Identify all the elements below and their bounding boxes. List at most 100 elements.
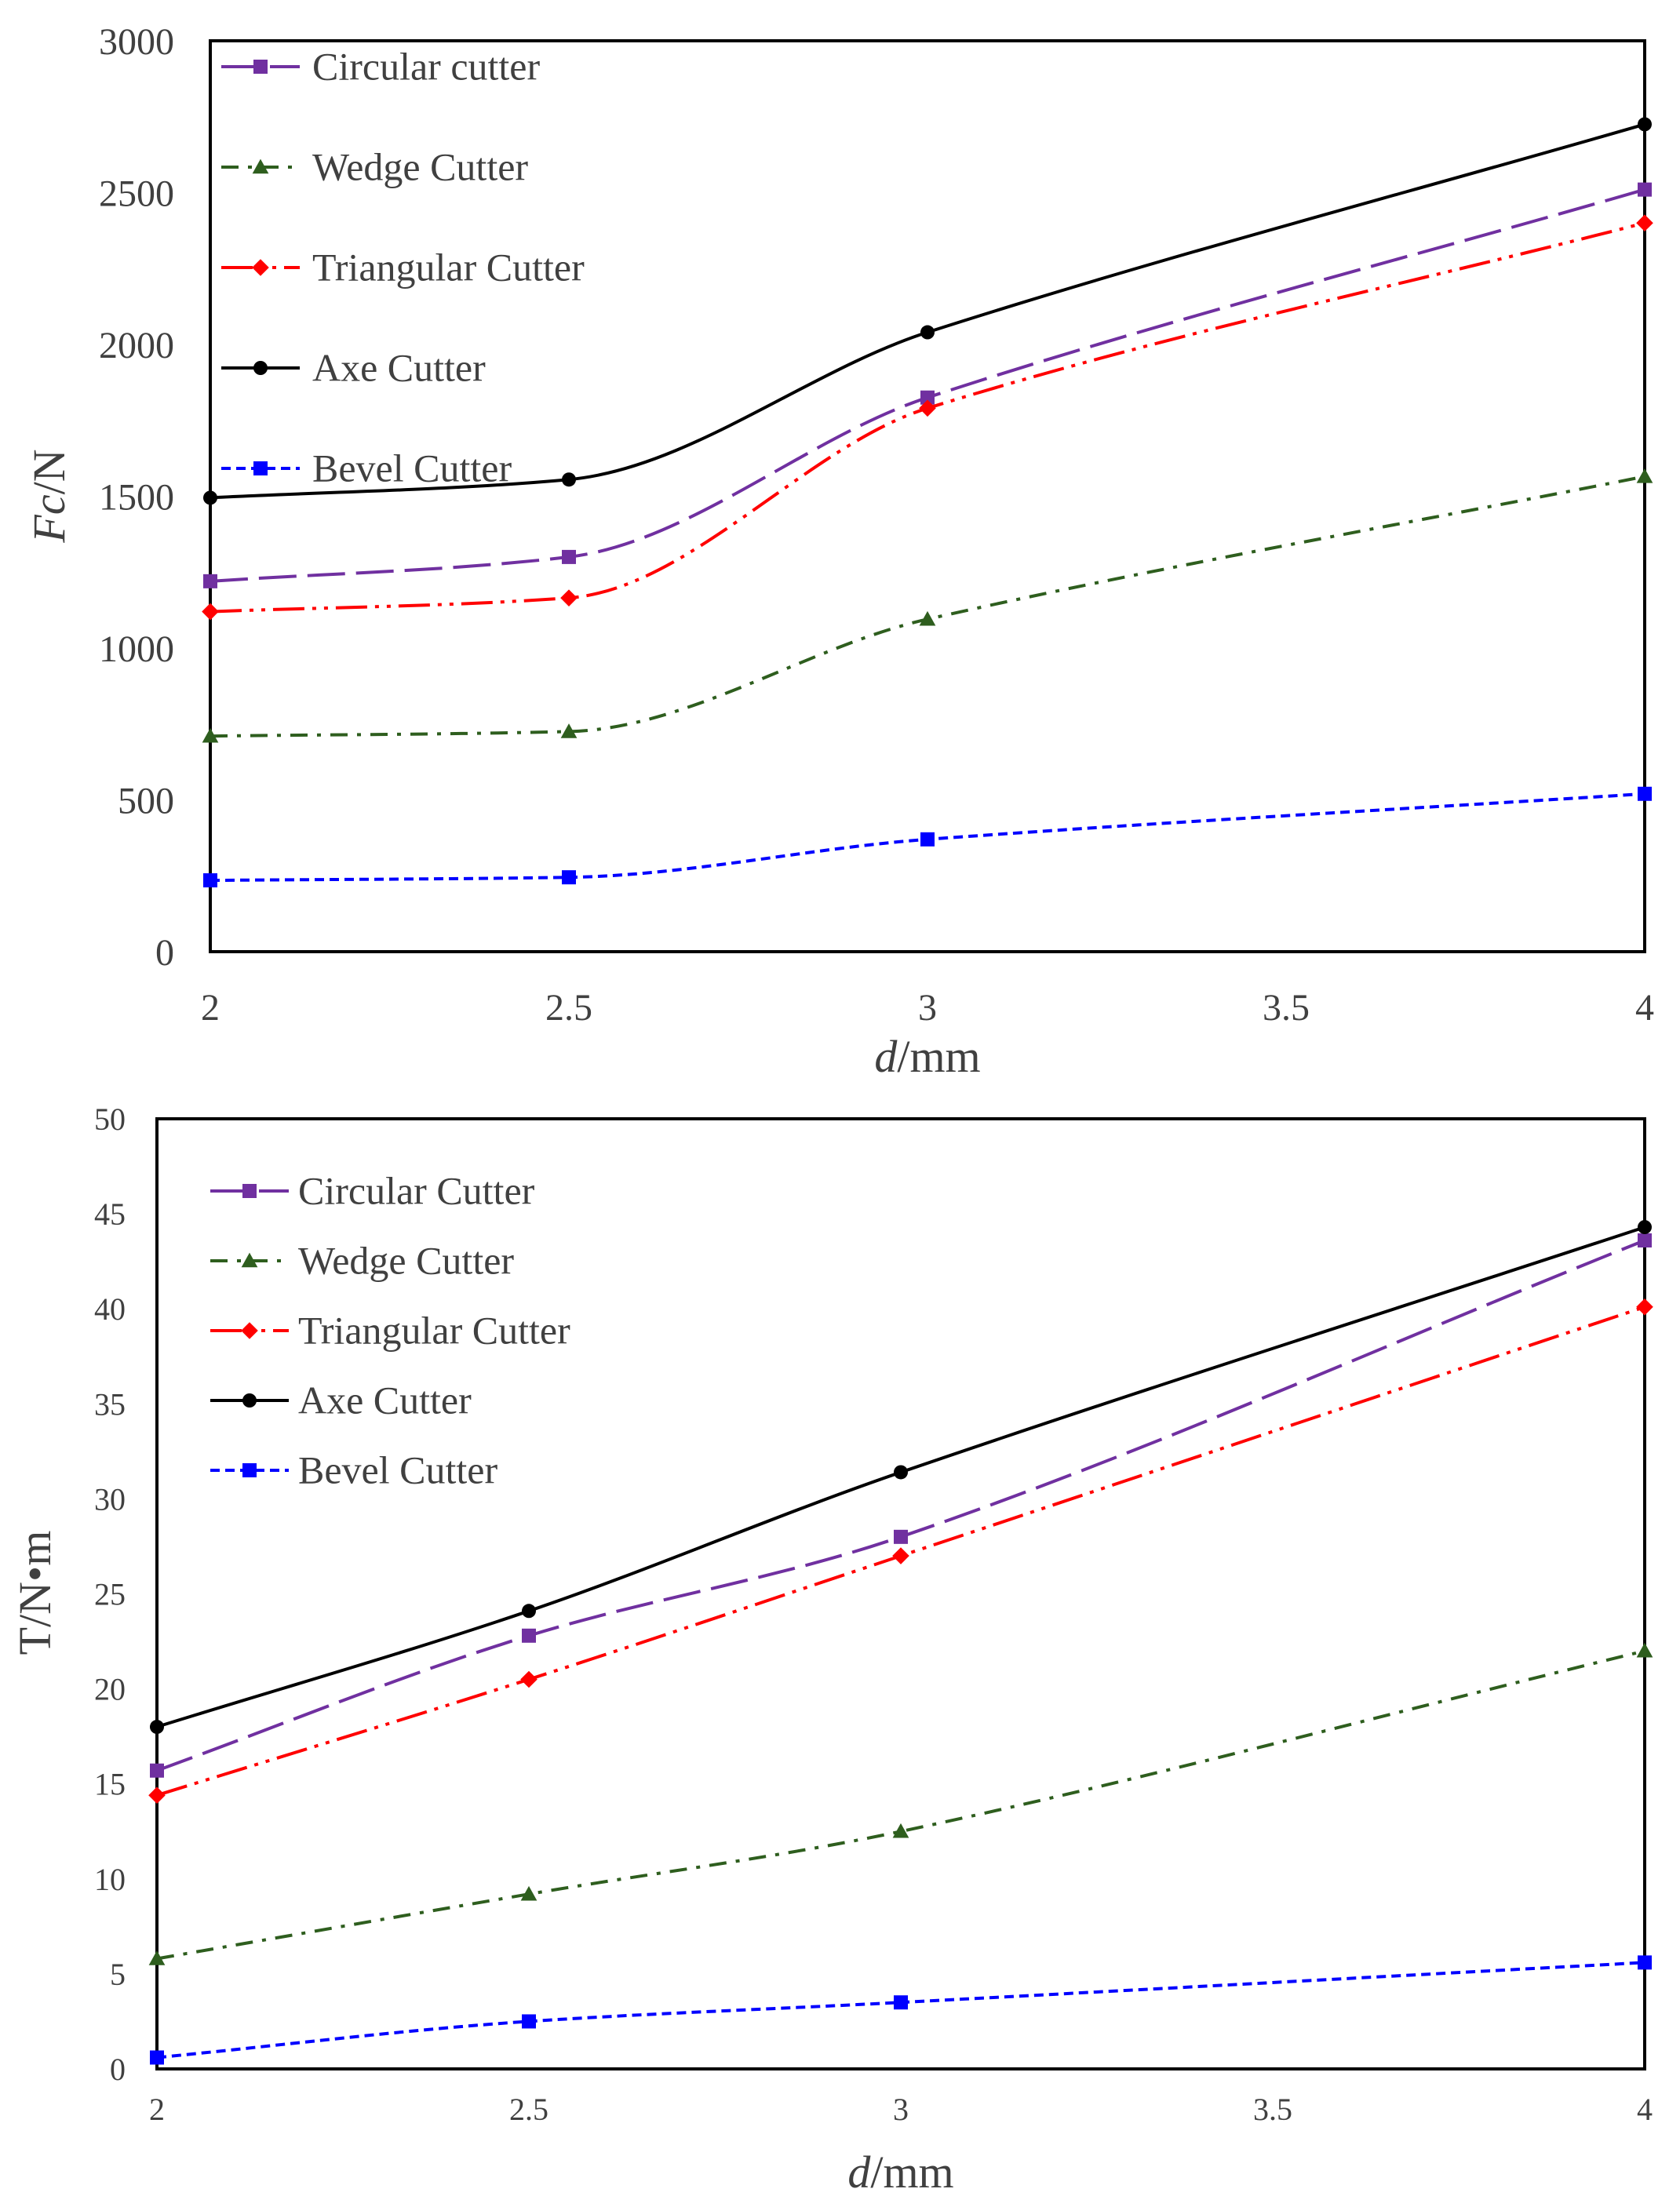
y-tick-label: 15 (94, 1767, 126, 1802)
data-point (919, 610, 936, 626)
data-point (562, 549, 576, 564)
y-tick-labels: 0 5 10 15 20 25 30 35 40 45 50 (94, 1102, 126, 2087)
x-tick-label: 4 (1635, 987, 1654, 1029)
x-tick-label: 3 (918, 987, 937, 1029)
data-point (894, 1465, 908, 1480)
y-tick-label: 0 (110, 2052, 126, 2087)
legend-item: Axe Cutter (221, 346, 486, 390)
data-point (920, 832, 935, 847)
series-line (156, 1649, 1645, 1961)
data-point (150, 1763, 164, 1778)
x-tick-label: 2 (201, 987, 220, 1029)
data-point (520, 1670, 538, 1688)
series-0 (203, 182, 1652, 588)
y-tick-label: 3000 (99, 21, 174, 63)
legend-item: Bevel Cutter (210, 1448, 497, 1492)
series-line (210, 792, 1645, 883)
legend-label: Bevel Cutter (312, 446, 512, 490)
series-1 (148, 1642, 1653, 1965)
y-tick-label: 500 (118, 780, 174, 821)
data-point (1636, 214, 1653, 231)
legend-label: Axe Cutter (312, 346, 486, 390)
data-point (1638, 786, 1652, 801)
legend-item: Wedge Cutter (210, 1239, 514, 1283)
y-tick-label: 50 (94, 1102, 126, 1137)
legend-marker (253, 361, 268, 375)
data-point (1636, 468, 1653, 483)
series-line (210, 475, 1645, 738)
series-3 (150, 1220, 1652, 1735)
legend-marker (252, 158, 269, 174)
y-tick-label: 2500 (99, 173, 174, 214)
series-line (156, 1961, 1645, 2060)
data-point (562, 870, 576, 885)
force-chart: 0 500 1000 1500 2000 2500 3000 2 2.5 3 3.5 4 Circu… (24, 21, 1654, 1082)
y-tick-label: 1000 (99, 628, 174, 670)
series-4 (203, 786, 1652, 888)
legend-marker (242, 1393, 257, 1408)
legend-marker (242, 1184, 257, 1198)
x-tick-label: 2 (149, 2092, 165, 2127)
y-tick-label: 2000 (99, 325, 174, 366)
series-line (210, 122, 1645, 500)
series-layer (202, 117, 1653, 888)
x-tick-label: 2.5 (545, 987, 592, 1029)
torque-chart: 0 5 10 15 20 25 30 35 40 45 50 2 2.5 3 3.5 4 Circular … (9, 1102, 1653, 2198)
legend-marker (241, 1322, 258, 1339)
data-point (150, 1720, 164, 1735)
data-point (522, 1604, 536, 1619)
data-point (1638, 1220, 1652, 1235)
legend-item: Wedge Cutter (221, 145, 528, 189)
data-point (202, 727, 219, 743)
series-line (156, 1239, 1645, 1772)
data-point (919, 399, 936, 417)
data-point (920, 390, 935, 405)
plot-area-frame (155, 1117, 1646, 2070)
legend-label: Circular cutter (312, 45, 540, 89)
data-point (560, 589, 578, 606)
data-point (1636, 1298, 1653, 1316)
legend-marker (241, 1252, 258, 1268)
legend: Circular cutter Wedge Cutter Triangular Cu… (221, 45, 585, 490)
y-tick-label: 40 (94, 1291, 126, 1327)
y-tick-label: 10 (94, 1862, 126, 1897)
y-tick-label: 35 (94, 1386, 126, 1422)
data-point (920, 325, 935, 340)
y-tick-label: 30 (94, 1481, 126, 1517)
legend-label: Wedge Cutter (298, 1239, 514, 1283)
y-axis-label: T/N•m (9, 1531, 60, 1655)
data-point (894, 1995, 908, 2010)
x-tick-label: 3.5 (1263, 987, 1310, 1029)
legend-marker (252, 259, 269, 276)
data-point (148, 1950, 166, 1965)
legend-label: Triangular Cutter (312, 246, 585, 290)
x-tick-label: 3 (893, 2092, 909, 2127)
data-point (148, 1786, 166, 1805)
y-tick-label: 0 (155, 932, 174, 974)
legend: Circular Cutter Wedge Cutter Triangular Cu… (210, 1169, 570, 1492)
y-axis-label: Fc/N (24, 449, 75, 543)
series-4 (150, 1955, 1652, 2065)
series-2 (202, 214, 1653, 621)
y-tick-label: 20 (94, 1672, 126, 1707)
y-tick-label: 25 (94, 1577, 126, 1612)
data-point (520, 1885, 538, 1901)
x-axis-label: d/mm (874, 1031, 980, 1082)
legend-item: Triangular Cutter (221, 246, 585, 290)
legend-marker (253, 461, 268, 475)
legend-item: Circular cutter (221, 45, 540, 89)
series-1 (202, 468, 1653, 743)
legend-label: Axe Cutter (298, 1378, 472, 1422)
y-tick-label: 5 (110, 1957, 126, 1992)
data-point (894, 1529, 908, 1544)
legend-label: Bevel Cutter (298, 1448, 497, 1492)
series-line (210, 221, 1645, 614)
legend-item: Axe Cutter (210, 1378, 472, 1422)
data-point (150, 2050, 164, 2065)
data-point (203, 873, 217, 888)
data-point (892, 1823, 909, 1838)
legend-marker (253, 60, 268, 74)
data-point (522, 1628, 536, 1643)
series-2 (148, 1298, 1653, 1805)
